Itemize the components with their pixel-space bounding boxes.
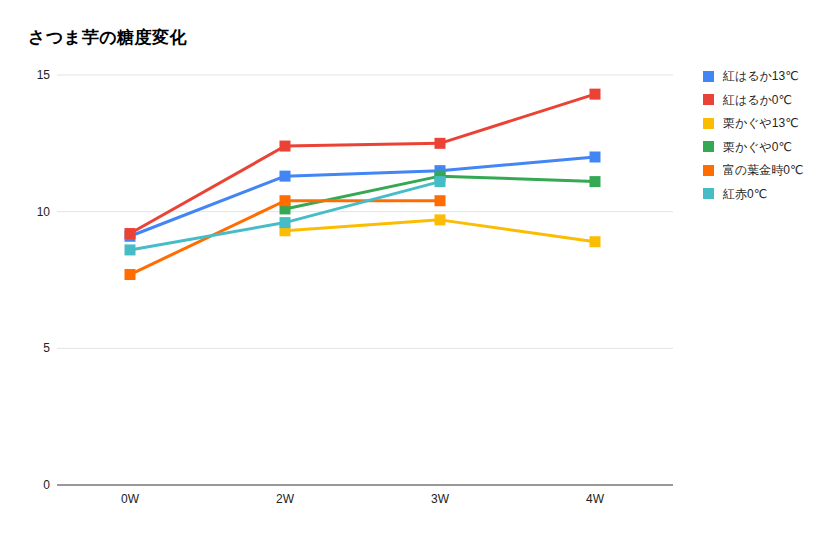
y-tick-label: 10 (37, 205, 51, 219)
legend-swatch-icon (703, 71, 714, 82)
data-point-marker[interactable] (280, 171, 291, 182)
y-tick-label: 0 (43, 478, 50, 492)
data-point-marker[interactable] (435, 195, 446, 206)
legend-swatch-icon (703, 165, 714, 176)
legend-label: 富の葉金時0℃ (723, 164, 803, 176)
legend-item-0[interactable]: 紅はるか13℃ (703, 70, 803, 82)
legend-label: 栗かぐや13℃ (723, 117, 799, 129)
chart-container: さつま芋の糖度変化 0510150W2W3W4W 紅はるか13℃紅はるか0℃栗か… (0, 0, 832, 535)
legend-swatch-icon (703, 118, 714, 129)
data-point-marker[interactable] (280, 195, 291, 206)
data-point-marker[interactable] (125, 244, 136, 255)
legend-label: 紅はるか0℃ (723, 94, 792, 106)
series-line-5 (130, 182, 440, 250)
legend-item-3[interactable]: 栗かぐや0℃ (703, 141, 803, 153)
data-point-marker[interactable] (125, 269, 136, 280)
legend-label: 紅はるか13℃ (723, 70, 799, 82)
legend-item-1[interactable]: 紅はるか0℃ (703, 94, 803, 106)
x-tick-label: 2W (276, 492, 295, 506)
legend-item-5[interactable]: 紅赤0℃ (703, 188, 803, 200)
data-point-marker[interactable] (435, 138, 446, 149)
x-tick-label: 3W (431, 492, 450, 506)
x-tick-label: 4W (586, 492, 605, 506)
legend-label: 栗かぐや0℃ (723, 141, 792, 153)
data-point-marker[interactable] (590, 236, 601, 247)
legend-label: 紅赤0℃ (723, 188, 767, 200)
data-point-marker[interactable] (590, 152, 601, 163)
legend-swatch-icon (703, 141, 714, 152)
data-point-marker[interactable] (280, 217, 291, 228)
legend-swatch-icon (703, 94, 714, 105)
data-point-marker[interactable] (590, 176, 601, 187)
x-tick-label: 0W (121, 492, 140, 506)
data-point-marker[interactable] (435, 176, 446, 187)
legend-swatch-icon (703, 188, 714, 199)
data-point-marker[interactable] (435, 214, 446, 225)
data-point-marker[interactable] (280, 141, 291, 152)
legend-item-2[interactable]: 栗かぐや13℃ (703, 117, 803, 129)
y-tick-label: 5 (43, 341, 50, 355)
data-point-marker[interactable] (590, 89, 601, 100)
legend-item-4[interactable]: 富の葉金時0℃ (703, 164, 803, 176)
y-tick-label: 15 (37, 68, 51, 82)
legend: 紅はるか13℃ 紅はるか0℃ 栗かぐや13℃ 栗かぐや0℃ 富の葉金時0℃ 紅赤0℃ (703, 70, 803, 200)
data-point-marker[interactable] (125, 228, 136, 239)
